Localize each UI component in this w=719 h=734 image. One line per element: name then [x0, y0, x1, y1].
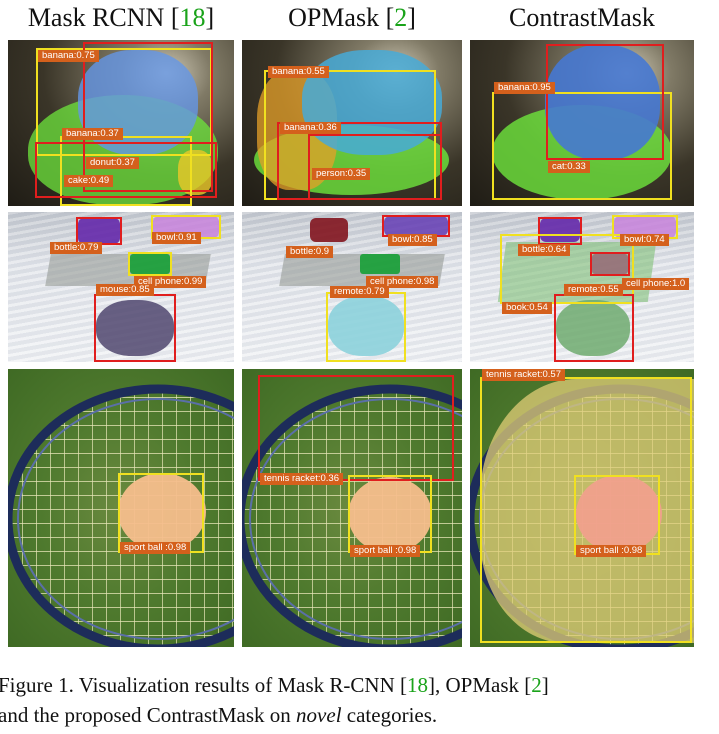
mask-cell-phone [592, 254, 628, 274]
tennis-ball [576, 475, 662, 553]
detection-label: cat:0.33 [548, 161, 590, 173]
mask-cat-blue [545, 45, 660, 160]
detection-label: sport ball :0.98 [120, 542, 191, 554]
column-header-maskrcnn: Mask RCNN [18] [27, 3, 215, 32]
detection-label: bowl:0.85 [388, 234, 437, 246]
mask-remote [556, 300, 630, 356]
detection-label: cell phone:0.98 [366, 276, 439, 288]
mask-cake [178, 150, 213, 195]
box-cell-phone [590, 252, 630, 276]
column-header-opmask: OPMask [2] [288, 3, 416, 32]
citation-link[interactable]: 2 [531, 673, 542, 697]
mask-bowl [384, 216, 448, 236]
detection-label: banana:0.36 [280, 122, 341, 134]
box-person [308, 134, 442, 200]
detection-label: tennis racket:0.36 [260, 473, 343, 485]
citation-link[interactable]: 18 [179, 3, 206, 32]
detection-label: tennis racket:0.57 [482, 369, 565, 381]
result-image-desk-maskrcnn: bottle:0.79 bowl:0.91 cell phone:0.99 mo… [8, 212, 234, 362]
detection-label: bowl:0.74 [620, 234, 669, 246]
mask-bowl [614, 216, 676, 238]
mask-remote [328, 296, 404, 356]
detection-label: bottle:0.79 [50, 242, 103, 254]
citation-link[interactable]: 2 [394, 3, 408, 32]
box-bottle [76, 217, 122, 245]
tennis-ball [118, 473, 206, 551]
result-image-desk-opmask: bottle:0.9 bowl:0.85 cell phone:0.98 rem… [242, 212, 462, 362]
detection-label: sport ball :0.98 [350, 545, 421, 557]
mask-cell-phone [360, 254, 400, 274]
box-banana [492, 92, 672, 200]
result-image-bananas-contrastmask: banana:0.95 cat:0.33 [470, 40, 694, 206]
citation-link[interactable]: 18 [406, 673, 428, 697]
detection-label: sport ball :0.98 [576, 545, 647, 557]
detection-label: book:0.54 [502, 302, 552, 314]
detection-label: banana:0.95 [494, 82, 555, 94]
result-image-bananas-maskrcnn: banana:0.75 banana:0.37 donut:0.37 cake:… [8, 40, 234, 206]
figure-caption: Figure 1. Visualization results of Mask … [0, 670, 719, 730]
detection-label: bowl:0.91 [152, 232, 201, 244]
box-book [500, 234, 634, 304]
box-cake [35, 142, 217, 198]
mask-bottle [310, 218, 348, 242]
result-image-tennis-contrastmask: tennis racket:0.57 sport ball :0.98 [470, 369, 694, 647]
mask-cell-phone [130, 254, 170, 274]
detection-label: bottle:0.9 [286, 246, 334, 258]
box-remote [326, 292, 406, 362]
caption-line-1: Figure 1. Visualization results of Mask … [0, 673, 549, 697]
box-banana-0.37 [60, 136, 192, 206]
detection-label: remote:0.79 [330, 286, 389, 298]
box-red-1 [83, 42, 213, 192]
detection-label: bottle:0.64 [518, 244, 571, 256]
result-image-desk-contrastmask: bottle:0.64 bowl:0.74 remote:0.55 cell p… [470, 212, 694, 362]
detection-label: cell phone:1.0 [622, 278, 690, 290]
result-image-tennis-opmask: tennis racket:0.36 sport ball :0.98 [242, 369, 462, 647]
box-cat [546, 44, 664, 160]
column-header-contrastmask: ContrastMask [509, 3, 655, 32]
box-remote [554, 294, 634, 362]
tennis-ball [348, 477, 432, 553]
box-tennis-racket [480, 377, 692, 643]
detection-label: cake:0.49 [64, 175, 114, 187]
mask-bottle [540, 218, 580, 242]
mask-mouse [96, 300, 174, 356]
box-sport-ball [348, 475, 432, 553]
box-cell-phone [128, 252, 172, 276]
mask-bottle [78, 218, 120, 244]
detection-label: person:0.35 [312, 168, 371, 180]
caption-line-2: and the proposed ContrastMask on novel c… [0, 703, 438, 727]
box-tennis-racket [258, 375, 454, 481]
detection-label: banana:0.37 [62, 128, 123, 140]
detection-label: donut:0.37 [86, 157, 139, 169]
detection-label: mouse:0.85 [96, 284, 154, 296]
box-mouse [94, 294, 176, 362]
box-sport-ball [118, 473, 204, 553]
box-sport-ball [574, 475, 660, 555]
result-image-bananas-opmask: banana:0.55 banana:0.36 person:0.35 [242, 40, 462, 206]
result-image-tennis-maskrcnn: sport ball :0.98 [8, 369, 234, 647]
detection-label: remote:0.55 [564, 284, 623, 296]
detection-label: banana:0.75 [38, 50, 99, 62]
detection-label: banana:0.55 [268, 66, 329, 78]
